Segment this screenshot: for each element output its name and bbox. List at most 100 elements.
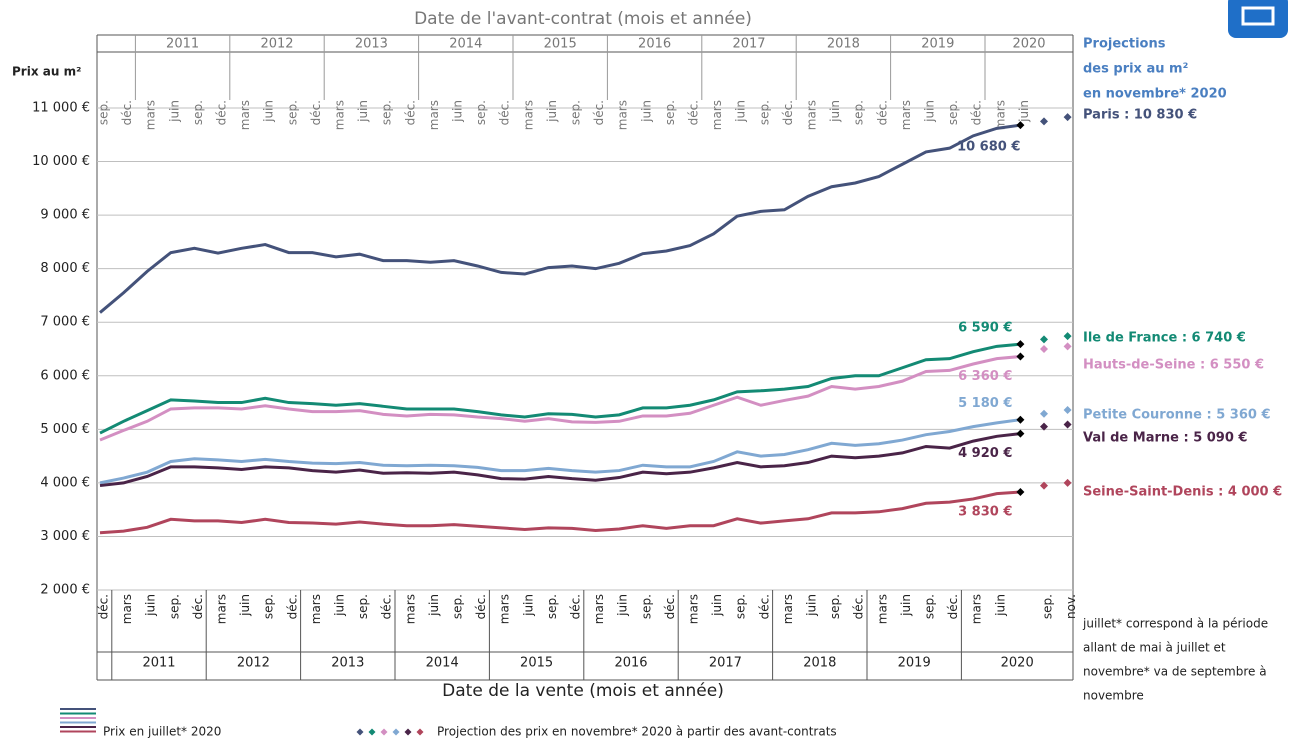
projection-point	[1016, 121, 1025, 130]
x-tick-label: sep.	[828, 594, 842, 619]
top-tick-label: juin	[167, 100, 181, 123]
footnote-line: juillet* correspond à la période	[1082, 617, 1268, 631]
y-tick-label: 7 000 €	[40, 315, 90, 330]
projection-point	[1063, 332, 1072, 341]
y-tick-label: 10 000 €	[32, 154, 90, 169]
top-tick-label: sep.	[285, 100, 299, 125]
x-tick-label: mars	[215, 594, 229, 624]
x-year-label: 2016	[614, 656, 647, 671]
top-tick-label: sep.	[97, 100, 111, 125]
series-line	[99, 418, 1021, 485]
series-end-label: Val de Marne : 5 090 €	[1083, 431, 1247, 446]
x-tick-label: déc.	[946, 594, 960, 619]
top-tick-label: sep.	[380, 100, 394, 125]
top-tick-label: mars	[333, 100, 347, 130]
projection-point	[1016, 340, 1025, 349]
y-tick-label: 5 000 €	[40, 422, 90, 437]
projection-title-line: Projections	[1083, 37, 1166, 52]
top-tick-label: mars	[805, 100, 819, 130]
legend-diamond	[380, 728, 388, 736]
x-tick-label: déc.	[569, 594, 583, 619]
series-line	[99, 355, 1021, 442]
x-tick-label: sep.	[923, 594, 937, 619]
y-axis-title: Prix au m²	[12, 65, 81, 79]
series-line	[99, 342, 1021, 435]
x-tick-label: nov.	[1064, 594, 1078, 619]
x-tick-label: déc.	[757, 594, 771, 619]
top-tick-label: déc.	[592, 100, 606, 125]
top-tick-label: juin	[734, 100, 748, 123]
top-tick-label: mars	[521, 100, 535, 130]
x-tick-label: juin	[521, 594, 535, 617]
top-tick-label: sep.	[569, 100, 583, 125]
top-tick-label: déc.	[875, 100, 889, 125]
projection-point	[1040, 117, 1048, 126]
projection-point	[1063, 478, 1072, 487]
top-tick-label: sep.	[191, 100, 205, 125]
projection-title: Projections des prix au m² en novembre* …	[1083, 37, 1227, 102]
projection-point	[1016, 487, 1025, 496]
x-tick-label: mars	[687, 594, 701, 624]
top-tick-label: mars	[710, 100, 724, 130]
x-year-label: 2011	[142, 656, 175, 671]
x-tick-label: sep.	[1041, 594, 1055, 619]
top-tick-label: juin	[923, 100, 937, 123]
legend-label: Prix en juillet* 2020	[103, 725, 221, 739]
x-tick-label: mars	[309, 594, 323, 624]
x-tick-label: déc.	[474, 594, 488, 619]
value-label: 3 830 €	[958, 504, 1012, 519]
series-end-label: Hauts-de-Seine : 6 550 €	[1083, 358, 1264, 373]
x-tick-label: mars	[120, 594, 134, 624]
top-tick-label: juin	[639, 100, 653, 123]
top-tick-label: juin	[356, 100, 370, 123]
series-end-label: Petite Couronne : 5 360 €	[1083, 408, 1271, 423]
top-tick-label: déc.	[498, 100, 512, 125]
top-tick-label: déc.	[781, 100, 795, 125]
top-tick-label: déc.	[970, 100, 984, 125]
series-line	[99, 123, 1021, 314]
top-tick-label: sep.	[852, 100, 866, 125]
top-tick-label: juin	[545, 100, 559, 123]
y-tick-label: 4 000 €	[40, 475, 90, 490]
x-axis-title: Date de la vente (mois et année)	[442, 681, 724, 701]
top-tick-label: sep.	[474, 100, 488, 125]
top-tick-label: déc.	[687, 100, 701, 125]
x-tick-label: juin	[993, 594, 1007, 617]
projection-title-line: des prix au m²	[1083, 62, 1188, 77]
x-year-label: 2018	[803, 656, 836, 671]
x-tick-label: sep.	[451, 594, 465, 619]
top-tick-label: déc.	[403, 100, 417, 125]
footnote-line: allant de mai à juillet et	[1083, 641, 1226, 655]
x-tick-label: juin	[427, 594, 441, 617]
x-year-label: 2019	[898, 656, 931, 671]
legend-diamond	[356, 728, 364, 736]
legend-diamond	[392, 728, 400, 736]
x-tick-label: mars	[403, 594, 417, 624]
footnote-line: novembre* va de septembre à	[1083, 665, 1267, 679]
projection-title-line: en novembre* 2020	[1083, 87, 1227, 102]
x-tick-label: sep.	[167, 594, 181, 619]
x-tick-label: juin	[710, 594, 724, 617]
projection-point	[1063, 342, 1072, 351]
legend-diamond	[368, 728, 376, 736]
x-tick-label: sep.	[356, 594, 370, 619]
x-tick-label: juin	[616, 594, 630, 617]
x-tick-label: sep.	[639, 594, 653, 619]
top-year-label: 2013	[355, 37, 388, 52]
top-year-label: 2019	[921, 37, 954, 52]
top-year-label: 2020	[1012, 37, 1045, 52]
footnote-line: novembre	[1083, 689, 1144, 703]
top-year-label: 2016	[638, 37, 671, 52]
x-year-label: 2020	[1001, 656, 1034, 671]
x-tick-label: déc.	[97, 594, 111, 619]
projection-point	[1016, 352, 1025, 361]
x-tick-label: mars	[592, 594, 606, 624]
x-tick-label: déc.	[380, 594, 394, 619]
y-tick-label: 2 000 €	[40, 583, 90, 598]
projection-point	[1040, 335, 1048, 344]
projection-point	[1040, 409, 1048, 418]
top-tick-label: sep.	[663, 100, 677, 125]
x-tick-label: juin	[805, 594, 819, 617]
